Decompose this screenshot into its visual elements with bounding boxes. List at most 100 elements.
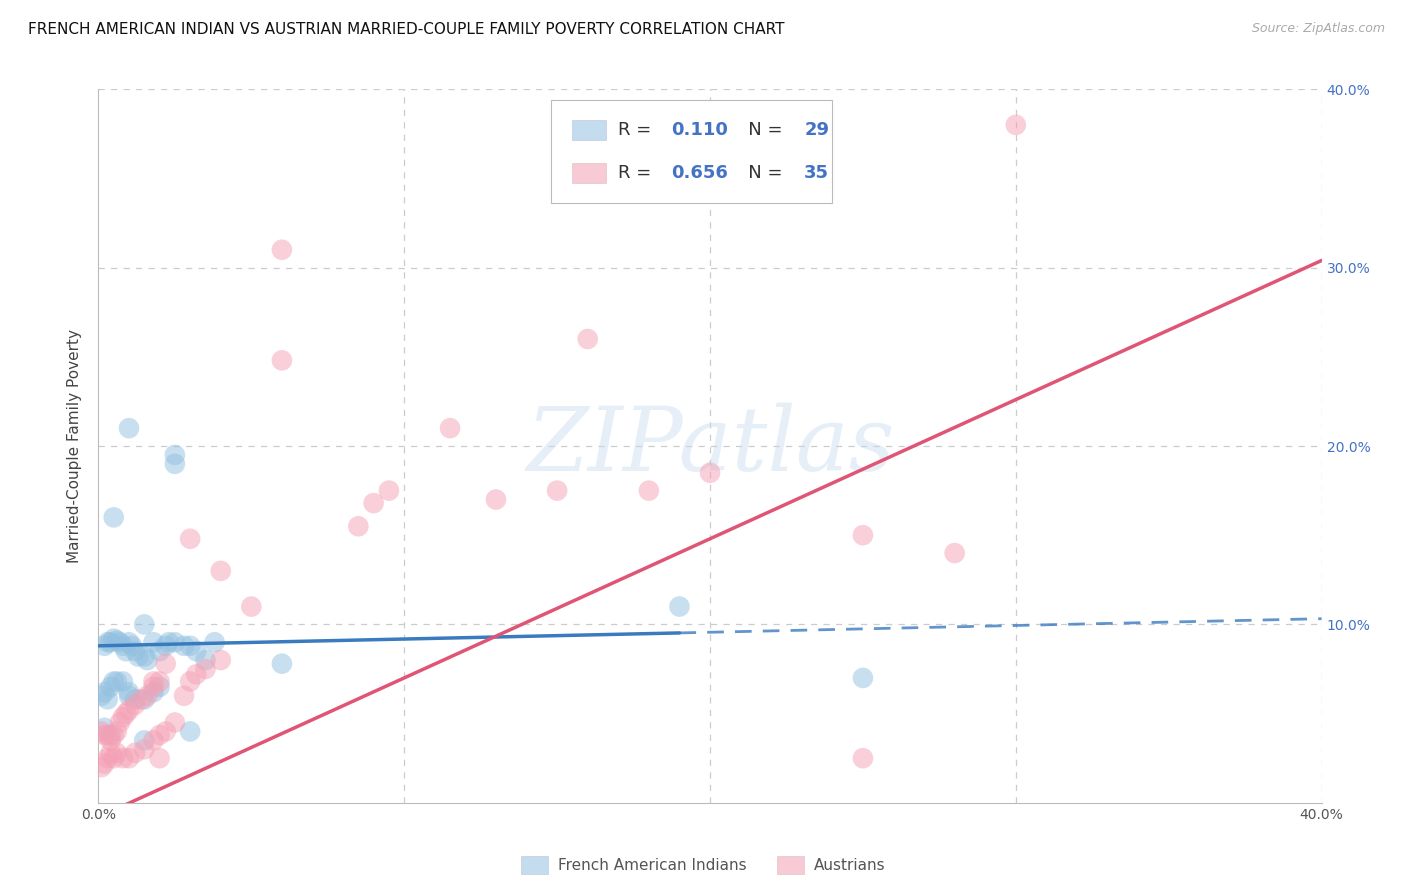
Point	[149, 680, 172, 694]
Point	[124, 698, 146, 712]
Point	[111, 751, 134, 765]
Point	[155, 639, 177, 653]
Point	[142, 685, 165, 699]
Text: 29: 29	[804, 121, 830, 139]
Point	[157, 635, 180, 649]
Point	[103, 632, 125, 646]
Point	[270, 657, 292, 671]
Point	[194, 662, 217, 676]
Text: 0.656: 0.656	[671, 164, 728, 182]
Legend: French American Indians, Austrians: French American Indians, Austrians	[515, 850, 891, 880]
Point	[439, 421, 461, 435]
Point	[105, 724, 128, 739]
Point	[134, 692, 156, 706]
Point	[121, 639, 143, 653]
Point	[134, 649, 156, 664]
Point	[90, 724, 112, 739]
Point	[93, 721, 115, 735]
Point	[173, 639, 195, 653]
Point	[115, 706, 138, 721]
Point	[97, 692, 120, 706]
Point	[97, 635, 120, 649]
Point	[134, 617, 156, 632]
FancyBboxPatch shape	[572, 120, 606, 140]
Point	[179, 724, 201, 739]
Text: N =: N =	[731, 121, 789, 139]
Point	[142, 635, 165, 649]
Point	[134, 733, 156, 747]
Point	[118, 421, 141, 435]
Text: R =: R =	[619, 121, 657, 139]
Point	[90, 689, 112, 703]
Point	[97, 728, 120, 742]
Point	[100, 728, 122, 742]
Point	[852, 528, 875, 542]
Point	[142, 733, 165, 747]
Point	[108, 715, 131, 730]
Point	[186, 667, 208, 681]
Text: ZIPatlas: ZIPatlas	[526, 402, 894, 490]
Point	[127, 649, 149, 664]
Point	[194, 653, 217, 667]
Point	[186, 644, 208, 658]
FancyBboxPatch shape	[572, 163, 606, 183]
Point	[209, 653, 232, 667]
Point	[111, 674, 134, 689]
Point	[118, 685, 141, 699]
Point	[142, 680, 165, 694]
Point	[149, 751, 172, 765]
Point	[90, 760, 112, 774]
Point	[124, 746, 146, 760]
Point	[155, 657, 177, 671]
Point	[142, 674, 165, 689]
Point	[103, 751, 125, 765]
Text: N =: N =	[731, 164, 789, 182]
Point	[93, 639, 115, 653]
Point	[105, 674, 128, 689]
Point	[637, 483, 661, 498]
Point	[105, 633, 128, 648]
Point	[105, 746, 128, 760]
Point	[124, 692, 146, 706]
Point	[103, 728, 125, 742]
Point	[136, 689, 159, 703]
Point	[118, 703, 141, 717]
Point	[111, 710, 134, 724]
Point	[111, 639, 134, 653]
Point	[118, 751, 141, 765]
Point	[129, 692, 152, 706]
Point	[179, 674, 201, 689]
Point	[943, 546, 966, 560]
Point	[546, 483, 568, 498]
FancyBboxPatch shape	[551, 100, 832, 203]
Point	[100, 733, 122, 747]
Point	[204, 635, 226, 649]
Point	[852, 671, 875, 685]
Point	[136, 653, 159, 667]
Point	[852, 751, 875, 765]
Point	[118, 635, 141, 649]
Text: 35: 35	[804, 164, 830, 182]
Point	[115, 644, 138, 658]
Point	[163, 635, 186, 649]
Point	[149, 644, 172, 658]
Point	[173, 689, 195, 703]
Point	[100, 746, 122, 760]
Point	[209, 564, 232, 578]
Point	[163, 448, 186, 462]
Point	[93, 756, 115, 771]
Point	[485, 492, 508, 507]
Point	[270, 353, 292, 368]
Point	[149, 674, 172, 689]
Text: Source: ZipAtlas.com: Source: ZipAtlas.com	[1251, 22, 1385, 36]
Point	[100, 680, 122, 694]
Point	[103, 674, 125, 689]
Y-axis label: Married-Couple Family Poverty: Married-Couple Family Poverty	[67, 329, 83, 563]
Point	[699, 466, 721, 480]
Point	[124, 644, 146, 658]
Point	[134, 742, 156, 756]
Point	[576, 332, 599, 346]
Point	[378, 483, 401, 498]
Point	[347, 519, 370, 533]
Text: FRENCH AMERICAN INDIAN VS AUSTRIAN MARRIED-COUPLE FAMILY POVERTY CORRELATION CHA: FRENCH AMERICAN INDIAN VS AUSTRIAN MARRI…	[28, 22, 785, 37]
